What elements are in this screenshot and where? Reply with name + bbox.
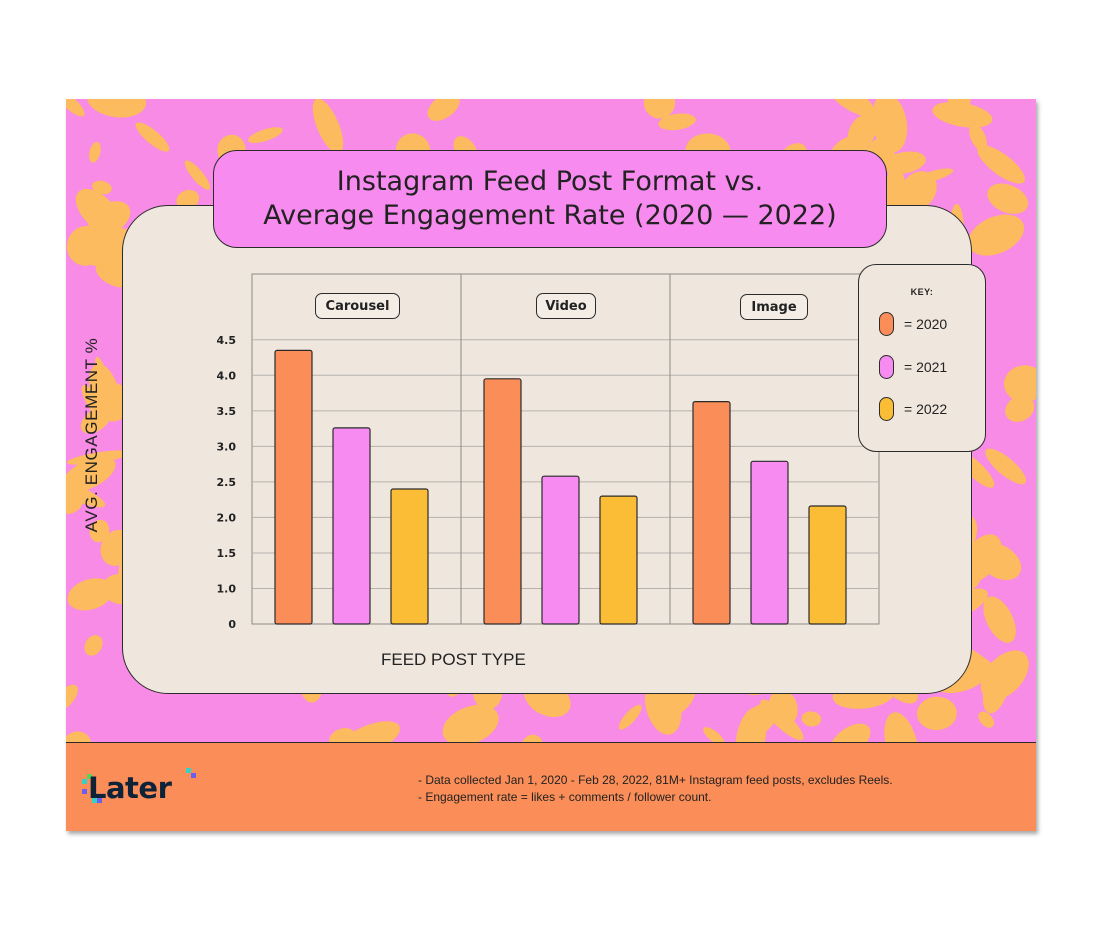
pattern-blob bbox=[982, 658, 1011, 714]
legend-label-2021: = 2021 bbox=[904, 359, 948, 375]
pattern-blob bbox=[92, 180, 112, 195]
pattern-blob bbox=[983, 596, 1016, 643]
legend-label-2022: = 2022 bbox=[904, 401, 948, 417]
pattern-blob bbox=[95, 356, 114, 401]
pattern-blob bbox=[618, 704, 642, 730]
pattern-blob bbox=[703, 727, 725, 746]
pattern-blob bbox=[977, 145, 1025, 184]
y-tick-label: 4.0 bbox=[217, 369, 237, 382]
pattern-blob bbox=[135, 122, 170, 152]
footnote-data-collected: - Data collected Jan 1, 2020 - Feb 28, 2… bbox=[418, 773, 893, 787]
title-line-2: Average Engagement Rate (2020 — 2022) bbox=[263, 200, 837, 231]
bar-video-2022 bbox=[599, 495, 638, 625]
category-label-carousel: Carousel bbox=[315, 293, 400, 319]
bar-image-2022 bbox=[808, 505, 847, 625]
legend-item-2020: = 2020 bbox=[879, 311, 947, 337]
category-label-video: Video bbox=[536, 293, 596, 319]
pattern-blob bbox=[978, 711, 995, 728]
pattern-blob bbox=[427, 99, 460, 121]
legend-item-2022: = 2022 bbox=[879, 396, 947, 422]
pattern-blob bbox=[871, 99, 908, 153]
pattern-blob bbox=[1003, 365, 1036, 403]
pattern-blob bbox=[658, 113, 696, 131]
pattern-blob bbox=[93, 382, 131, 422]
legend-title: KEY: bbox=[910, 287, 934, 297]
bar-carousel-2022 bbox=[390, 488, 429, 625]
pattern-blob bbox=[66, 684, 78, 711]
pattern-blob bbox=[89, 141, 101, 163]
pattern-blob bbox=[89, 519, 110, 543]
pattern-blob bbox=[312, 99, 344, 154]
pattern-blob bbox=[969, 124, 987, 151]
bar-carousel-2021 bbox=[332, 427, 371, 625]
y-axis-label: AVG. ENGAGEMENT % bbox=[82, 337, 101, 533]
y-tick-label: 3.5 bbox=[217, 405, 237, 418]
pattern-blob bbox=[932, 101, 993, 128]
legend-swatch-2020 bbox=[879, 312, 894, 336]
pattern-blob bbox=[985, 448, 1027, 485]
x-axis-label: FEED POST TYPE bbox=[381, 650, 526, 669]
pattern-blob bbox=[987, 183, 1029, 214]
pattern-blob bbox=[67, 578, 114, 611]
pattern-blob bbox=[847, 114, 877, 152]
bar-image-2021 bbox=[750, 460, 789, 625]
pattern-blob bbox=[827, 99, 875, 117]
pattern-blob bbox=[88, 201, 131, 236]
legend-swatch-2022 bbox=[879, 397, 894, 421]
pattern-blob bbox=[66, 456, 116, 493]
pattern-blob bbox=[82, 233, 123, 266]
title-line-1: Instagram Feed Post Format vs. bbox=[336, 166, 764, 197]
infographic-card: Instagram Feed Post Format vs. Average E… bbox=[66, 99, 1036, 831]
bar-image-2020 bbox=[692, 401, 731, 625]
later-logo: Later bbox=[80, 765, 200, 809]
legend-label-2020: = 2020 bbox=[904, 316, 948, 332]
pattern-blob bbox=[442, 704, 499, 746]
legend-swatch-2021 bbox=[879, 355, 894, 379]
pattern-blob bbox=[768, 689, 798, 726]
y-tick-label: 1.0 bbox=[217, 582, 237, 595]
y-tick-label: 2.5 bbox=[217, 476, 237, 489]
pattern-blob bbox=[66, 477, 106, 508]
pattern-blob bbox=[899, 171, 937, 211]
pattern-blob bbox=[84, 635, 103, 656]
legend-item-2021: = 2021 bbox=[879, 354, 947, 380]
chart-title: Instagram Feed Post Format vs. Average E… bbox=[213, 150, 887, 248]
bar-video-2021 bbox=[541, 475, 580, 625]
y-tick-label: 1.5 bbox=[217, 547, 237, 560]
pattern-blob bbox=[247, 127, 283, 143]
pattern-blob bbox=[66, 99, 85, 117]
pattern-blob bbox=[801, 711, 822, 727]
y-tick-label: 4.5 bbox=[217, 334, 237, 347]
footer: Later - Data collected Jan 1, 2020 - Feb… bbox=[66, 742, 1036, 831]
y-tick-label: 0 bbox=[228, 618, 236, 631]
pattern-blob bbox=[643, 99, 676, 119]
pattern-blob bbox=[1005, 395, 1035, 422]
logo-text: Later bbox=[88, 771, 172, 805]
pattern-blob bbox=[87, 99, 147, 118]
footnote-engagement-rate: - Engagement rate = likes + comments / f… bbox=[418, 790, 712, 804]
bar-carousel-2020 bbox=[274, 349, 313, 625]
pattern-blob bbox=[176, 189, 200, 210]
bar-video-2020 bbox=[483, 378, 522, 625]
y-tick-label: 3.0 bbox=[217, 440, 237, 453]
pattern-blob bbox=[916, 696, 957, 731]
pattern-blob bbox=[968, 214, 1025, 256]
logo-pixel-marks bbox=[82, 768, 196, 803]
pattern-blob bbox=[66, 450, 131, 465]
pattern-blob bbox=[184, 160, 211, 190]
legend: KEY: = 2020 = 2021 = 2022 bbox=[858, 264, 986, 452]
y-tick-label: 2.0 bbox=[217, 511, 237, 524]
category-label-image: Image bbox=[740, 294, 808, 320]
